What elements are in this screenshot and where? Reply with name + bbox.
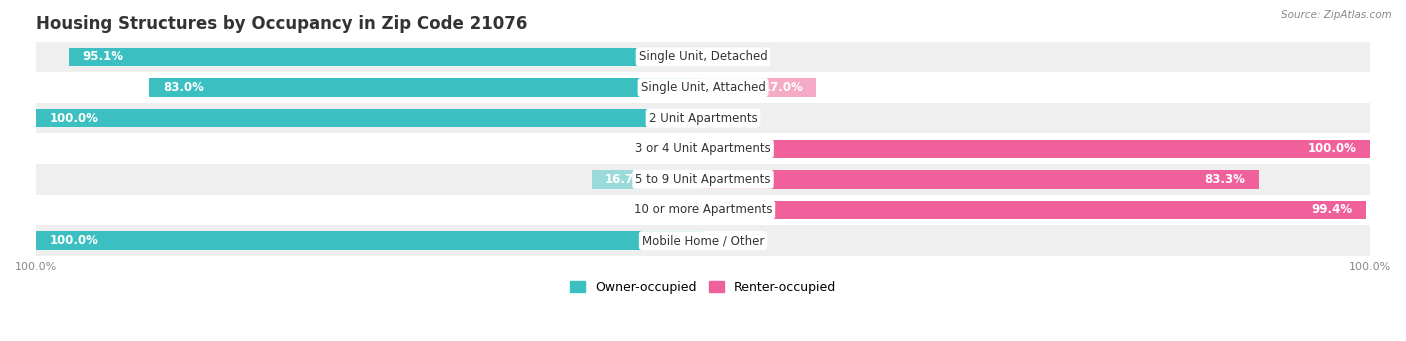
Text: Single Unit, Attached: Single Unit, Attached (641, 81, 765, 94)
Text: 95.1%: 95.1% (82, 50, 124, 63)
Bar (149, 78, 703, 97)
Text: 83.3%: 83.3% (1205, 173, 1246, 186)
Text: 3 or 4 Unit Apartments: 3 or 4 Unit Apartments (636, 142, 770, 155)
Bar (37, 232, 703, 250)
Text: 10 or more Apartments: 10 or more Apartments (634, 204, 772, 217)
Text: Mobile Home / Other: Mobile Home / Other (641, 234, 765, 247)
Text: Housing Structures by Occupancy in Zip Code 21076: Housing Structures by Occupancy in Zip C… (37, 15, 527, 33)
Text: 4.9%: 4.9% (689, 50, 723, 63)
Text: 5 to 9 Unit Apartments: 5 to 9 Unit Apartments (636, 173, 770, 186)
Bar (37, 109, 703, 127)
Bar (703, 78, 817, 97)
Text: 100.0%: 100.0% (1308, 142, 1357, 155)
Text: 0.59%: 0.59% (713, 204, 754, 217)
Legend: Owner-occupied, Renter-occupied: Owner-occupied, Renter-occupied (565, 276, 841, 299)
Text: 0.0%: 0.0% (723, 112, 752, 125)
Bar (703, 139, 1369, 158)
Text: 0.0%: 0.0% (723, 234, 752, 247)
Text: 2 Unit Apartments: 2 Unit Apartments (648, 112, 758, 125)
Bar (703, 170, 1258, 189)
Bar (37, 103, 1369, 133)
Bar (703, 48, 735, 66)
Bar (592, 170, 703, 189)
Text: 16.7%: 16.7% (605, 173, 645, 186)
Text: 83.0%: 83.0% (163, 81, 204, 94)
Bar (699, 201, 703, 219)
Text: Single Unit, Detached: Single Unit, Detached (638, 50, 768, 63)
Bar (69, 48, 703, 66)
Text: Source: ZipAtlas.com: Source: ZipAtlas.com (1281, 10, 1392, 20)
Text: 100.0%: 100.0% (49, 234, 98, 247)
Text: 0.0%: 0.0% (654, 142, 683, 155)
Bar (37, 42, 1369, 72)
Bar (703, 201, 1365, 219)
Bar (37, 225, 1369, 256)
Text: 99.4%: 99.4% (1312, 204, 1353, 217)
Text: 100.0%: 100.0% (49, 112, 98, 125)
Bar (37, 164, 1369, 195)
Text: 17.0%: 17.0% (762, 81, 803, 94)
